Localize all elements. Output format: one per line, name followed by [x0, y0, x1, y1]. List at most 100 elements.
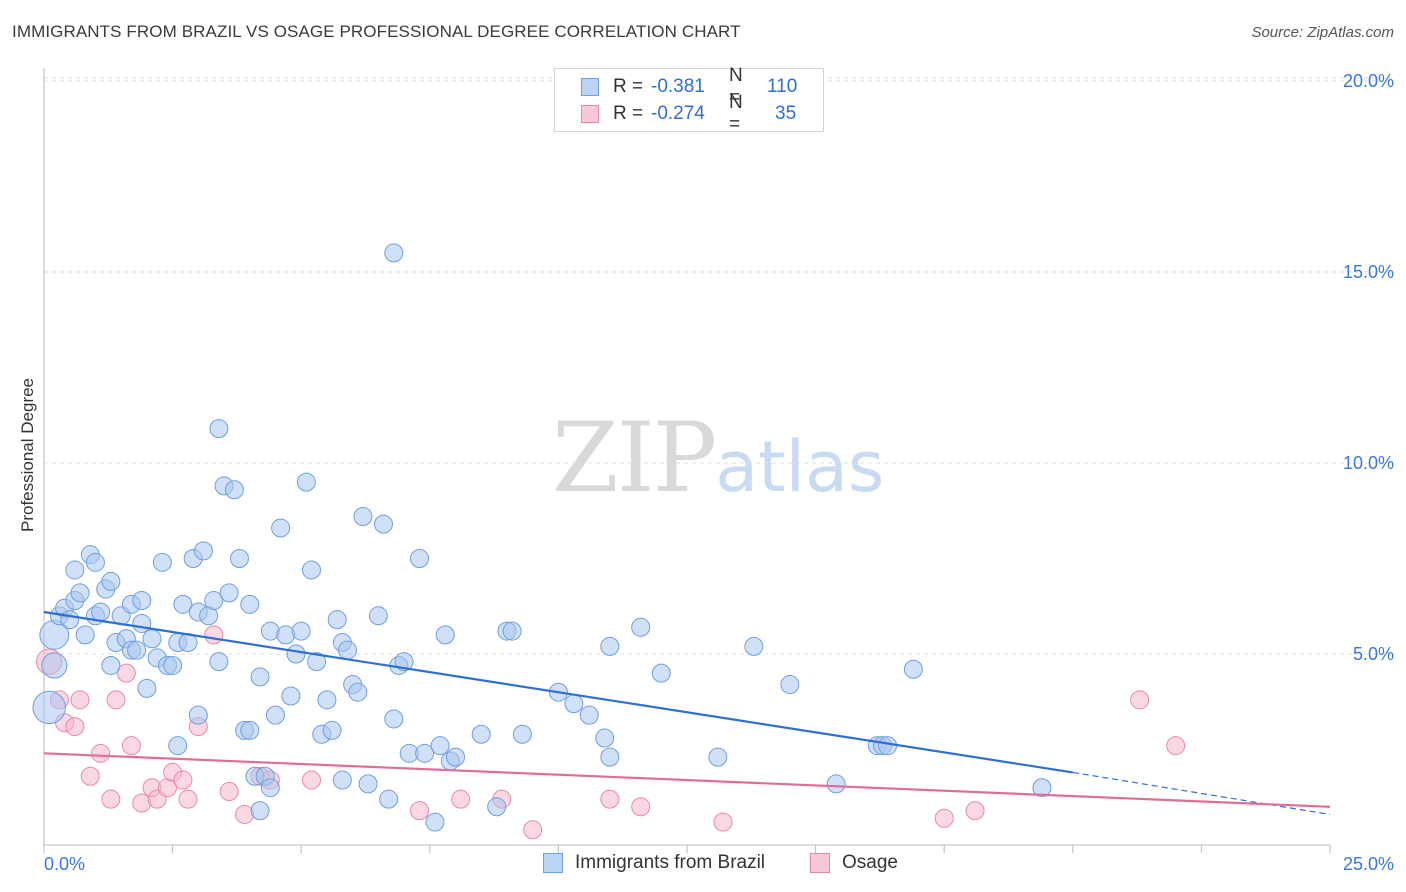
brazil-point [430, 736, 450, 756]
osage-point [178, 789, 198, 809]
brazil-point [410, 549, 430, 568]
x-tick-label-right: 25.0% [1343, 854, 1394, 874]
brazil-point [600, 747, 620, 767]
brazil-point [132, 591, 152, 611]
brazil-point [579, 705, 599, 725]
brazil-point [209, 419, 229, 439]
brazil-point [250, 667, 270, 687]
osage-point [91, 743, 111, 763]
brazil-point [204, 591, 224, 611]
brazil-point [281, 686, 301, 706]
osage-point [451, 789, 471, 809]
brazil-point [512, 724, 532, 744]
brazil-point [435, 625, 455, 645]
osage-point [70, 690, 90, 710]
series-legend: Immigrants from Brazil Osage [0, 852, 1406, 878]
brazil-point [229, 549, 249, 568]
brazil-point [368, 606, 388, 626]
n-label: N = [729, 92, 743, 135]
brazil-point [193, 541, 213, 561]
brazil-point [322, 720, 342, 740]
n-label: N = [729, 65, 743, 108]
osage-point [65, 717, 85, 737]
x-tick-label-left: 0.0% [44, 854, 85, 874]
brazil-point [1032, 778, 1052, 798]
brazil-point [224, 480, 244, 500]
brazil-point [188, 705, 208, 725]
brazil-point [132, 613, 152, 633]
brazil-point [265, 705, 285, 725]
osage-point [204, 625, 224, 645]
brazil-point [446, 747, 466, 767]
legend-row-brazil: R = -0.381 N = 110 [581, 65, 797, 108]
r-value: -0.381 [651, 76, 705, 97]
osage-point [116, 663, 136, 683]
osage-point [965, 801, 985, 821]
legend-swatch-blue [543, 853, 563, 873]
legend-item-brazil: Immigrants from Brazil [543, 852, 765, 874]
brazil-point [209, 652, 229, 672]
legend-swatch-blue [581, 78, 599, 96]
osage-point [410, 801, 430, 821]
brazil-point [708, 747, 728, 767]
brazil-point [163, 655, 183, 675]
brazil-point [337, 640, 357, 660]
brazil-point [91, 602, 111, 622]
brazil-point [85, 552, 105, 572]
brazil-point [487, 797, 507, 817]
brazil-point [301, 560, 321, 580]
brazil-point [353, 506, 373, 526]
brazil-point [60, 610, 80, 630]
brazil-point [307, 652, 327, 672]
osage-trend-line [43, 752, 1331, 808]
source-label: Source: ZipAtlas.com [1251, 24, 1394, 41]
osage-point [219, 782, 239, 802]
legend-swatch-pink [810, 853, 830, 873]
r-label: R = [613, 103, 644, 124]
brazil-point [374, 514, 394, 534]
brazil-point [260, 778, 280, 798]
osage-point [1166, 736, 1186, 756]
brazil-point [101, 655, 121, 675]
brazil-point [240, 594, 260, 614]
osage-point [631, 797, 651, 817]
osage-point [600, 789, 620, 809]
brazil-point [394, 652, 414, 672]
brazil-point [32, 690, 66, 725]
brazil-point [564, 694, 584, 714]
brazil-point [502, 621, 522, 641]
brazil-point [271, 518, 291, 538]
brazil-point [332, 770, 352, 790]
brazil-point [826, 774, 846, 794]
brazil-point [219, 583, 239, 603]
chart-title: IMMIGRANTS FROM BRAZIL VS OSAGE PROFESSI… [12, 22, 741, 41]
osage-point [1130, 690, 1150, 710]
osage-point [301, 770, 321, 790]
brazil-trend-line [43, 610, 1073, 774]
brazil-point [348, 682, 368, 702]
osage-point [173, 770, 193, 790]
brazil-point [291, 621, 311, 641]
brazil-point [127, 640, 147, 660]
brazil-point [101, 571, 121, 591]
correlation-legend: R = -0.381 N = 110 R = -0.274 N = 35 [554, 65, 824, 135]
y-tick-label: 20.0% [1343, 71, 1394, 91]
brazil-point [286, 644, 306, 664]
watermark-atlas: atlas [715, 426, 885, 508]
n-value: 35 [775, 103, 797, 124]
legend-swatch-pink [581, 105, 599, 123]
brazil-point [425, 812, 445, 832]
brazil-point [327, 610, 347, 630]
osage-point [121, 736, 141, 756]
legend-item-osage: Osage [810, 852, 898, 874]
r-value: -0.274 [651, 103, 705, 124]
brazil-point [631, 617, 651, 637]
brazil-point [651, 663, 671, 683]
brazil-point [780, 675, 800, 695]
brazil-point [70, 583, 90, 603]
brazil-point [379, 789, 399, 809]
legend-label-osage: Osage [842, 852, 898, 873]
brazil-point [75, 625, 95, 645]
brazil-point [358, 774, 378, 794]
